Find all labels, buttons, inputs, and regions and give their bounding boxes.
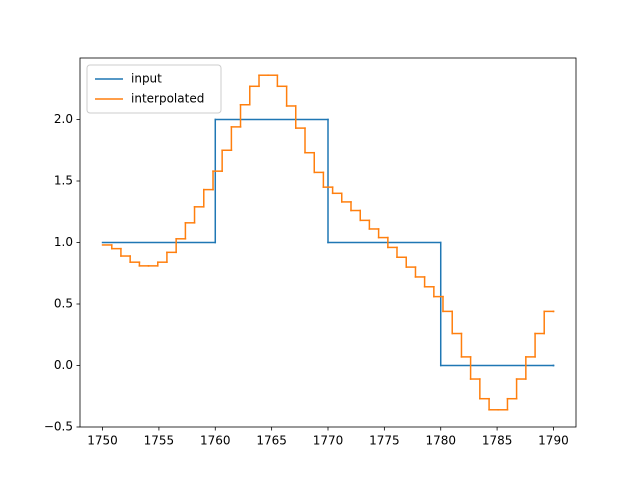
y-tick-label: 0.5 — [54, 297, 73, 311]
y-tick-label: 0.0 — [54, 358, 73, 372]
x-tick-label: 1780 — [425, 434, 456, 448]
x-tick-label: 1775 — [369, 434, 400, 448]
x-tick-label: 1765 — [256, 434, 287, 448]
y-tick-label: −0.5 — [44, 420, 73, 434]
x-tick-label: 1790 — [538, 434, 569, 448]
y-tick-label: 2.0 — [54, 112, 73, 126]
y-tick-label: 1.0 — [54, 235, 73, 249]
x-tick-label: 1750 — [87, 434, 118, 448]
y-tick-label: 1.5 — [54, 174, 73, 188]
legend-box — [86, 64, 222, 114]
legend-label: interpolated — [131, 92, 204, 106]
legend-label: input — [131, 72, 162, 86]
x-tick-label: 1770 — [313, 434, 344, 448]
x-tick-label: 1760 — [200, 434, 231, 448]
x-tick-label: 1755 — [144, 434, 175, 448]
plot-frame — [79, 57, 577, 428]
x-tick-label: 1785 — [482, 434, 513, 448]
